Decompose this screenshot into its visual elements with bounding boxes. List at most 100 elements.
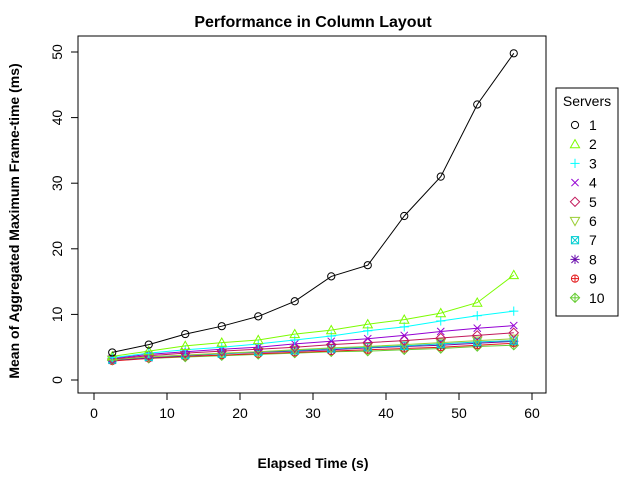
data-point-marker: [398, 314, 410, 324]
data-point-marker: [289, 345, 301, 356]
marker-triangle-up: [471, 296, 483, 307]
legend-label-9: 9: [589, 271, 597, 287]
legend-item-8: 8: [570, 251, 597, 267]
x-tick-label: 10: [159, 405, 175, 421]
marker-stroke: [436, 327, 445, 336]
marker-stroke: [571, 178, 579, 187]
marker-diamond: [435, 332, 447, 344]
marker-circle: [400, 211, 409, 221]
marker-circle: [363, 261, 372, 270]
data-point-marker: [570, 158, 580, 168]
x-tick-label: 50: [451, 405, 467, 421]
marker-triangle-down: [289, 345, 301, 356]
marker-circle: [181, 329, 190, 339]
marker-triangle-up: [398, 314, 410, 324]
data-point-marker: [435, 332, 447, 344]
data-point-marker: [472, 311, 482, 321]
data-point-marker: [473, 100, 482, 109]
marker-stroke: [400, 331, 409, 340]
data-point-marker: [509, 321, 518, 330]
data-point-marker: [435, 338, 447, 349]
data-point-marker: [325, 339, 337, 350]
x-tick-label: 40: [378, 405, 394, 421]
data-point-marker: [399, 322, 409, 332]
data-point-marker: [569, 196, 581, 208]
data-point-marker: [327, 272, 336, 281]
marker-circle: [254, 312, 263, 321]
marker-circle: [217, 322, 226, 331]
data-point-marker: [106, 350, 118, 361]
marker-stroke: [571, 255, 579, 264]
data-point-marker: [569, 138, 581, 149]
marker-triangle-up: [289, 328, 301, 339]
x-axis-label: Elapsed Time (s): [257, 455, 368, 471]
legend-item-7: 7: [570, 232, 597, 248]
marker-square: [570, 236, 580, 245]
marker-diamond: [508, 327, 520, 339]
marker-diamond: [569, 196, 581, 208]
series-group: [106, 49, 520, 366]
plot-frame: [77, 35, 547, 394]
marker-triangle-up: [508, 269, 520, 280]
data-point-marker: [108, 348, 117, 357]
marker-triangle-down: [569, 216, 581, 227]
series-line-6: [112, 338, 514, 361]
marker-triangle-up: [216, 336, 228, 347]
y-tick-label: 40: [49, 110, 65, 126]
legend-label-2: 2: [589, 136, 597, 152]
series-line-4: [112, 325, 514, 359]
legend-item-4: 4: [571, 175, 597, 191]
data-point-marker: [363, 334, 372, 343]
data-point-marker: [436, 172, 445, 181]
marker-circle: [436, 172, 445, 181]
marker-triangle-up: [179, 340, 191, 350]
legend: Servers 1 2 3 4 5 6 7 8 9 10: [555, 87, 619, 317]
marker-diamond: [325, 339, 337, 350]
axes: 0 10 20 30 40 50 60 0 10 20 30 40 50: [49, 44, 540, 421]
y-axis-label: Mean of Aggregated Maximum Frame-time (m…: [6, 63, 22, 378]
marker-circle: [570, 120, 580, 130]
legend-label-6: 6: [589, 213, 597, 229]
legend-label-4: 4: [589, 175, 597, 191]
x-tick-label: 0: [90, 405, 98, 421]
legend-item-10: 10: [569, 290, 605, 306]
series-line-3: [112, 310, 514, 359]
data-point-marker: [570, 254, 580, 264]
data-point-marker: [289, 328, 301, 339]
legend-item-3: 3: [570, 155, 597, 171]
marker-triangle-up: [362, 318, 374, 329]
marker-triangle-down: [508, 334, 520, 345]
series-3: [107, 306, 519, 363]
x-tick-label: 60: [524, 405, 540, 421]
series-line-5: [112, 332, 514, 360]
data-point-marker: [570, 236, 580, 245]
x-tick-label: 20: [232, 405, 248, 421]
data-point-marker: [289, 341, 301, 353]
series-2: [106, 269, 520, 361]
data-point-marker: [181, 329, 190, 339]
marker-stroke: [473, 324, 482, 333]
legend-item-6: 6: [569, 213, 597, 229]
data-point-marker: [144, 340, 153, 349]
legend-label-7: 7: [589, 232, 597, 248]
data-point-marker: [569, 216, 581, 227]
marker-circle: [290, 297, 299, 306]
data-point-marker: [508, 269, 520, 280]
data-point-marker: [179, 340, 191, 350]
legend-item-5: 5: [569, 194, 597, 210]
marker-triangle-up: [435, 307, 447, 318]
data-point-marker: [327, 337, 336, 346]
marker-stroke: [473, 337, 482, 346]
marker-stroke: [509, 321, 518, 330]
marker-triangle-up: [569, 138, 581, 149]
legend-label-8: 8: [589, 251, 597, 267]
marker-diamond: [289, 341, 301, 353]
data-point-marker: [216, 336, 228, 347]
marker-stroke: [290, 346, 299, 355]
marker-stroke: [363, 334, 372, 343]
series-line-1: [112, 53, 515, 353]
chart-title: Performance in Column Layout: [194, 14, 432, 31]
legend-box: [555, 87, 619, 317]
marker-diamond: [471, 330, 483, 341]
